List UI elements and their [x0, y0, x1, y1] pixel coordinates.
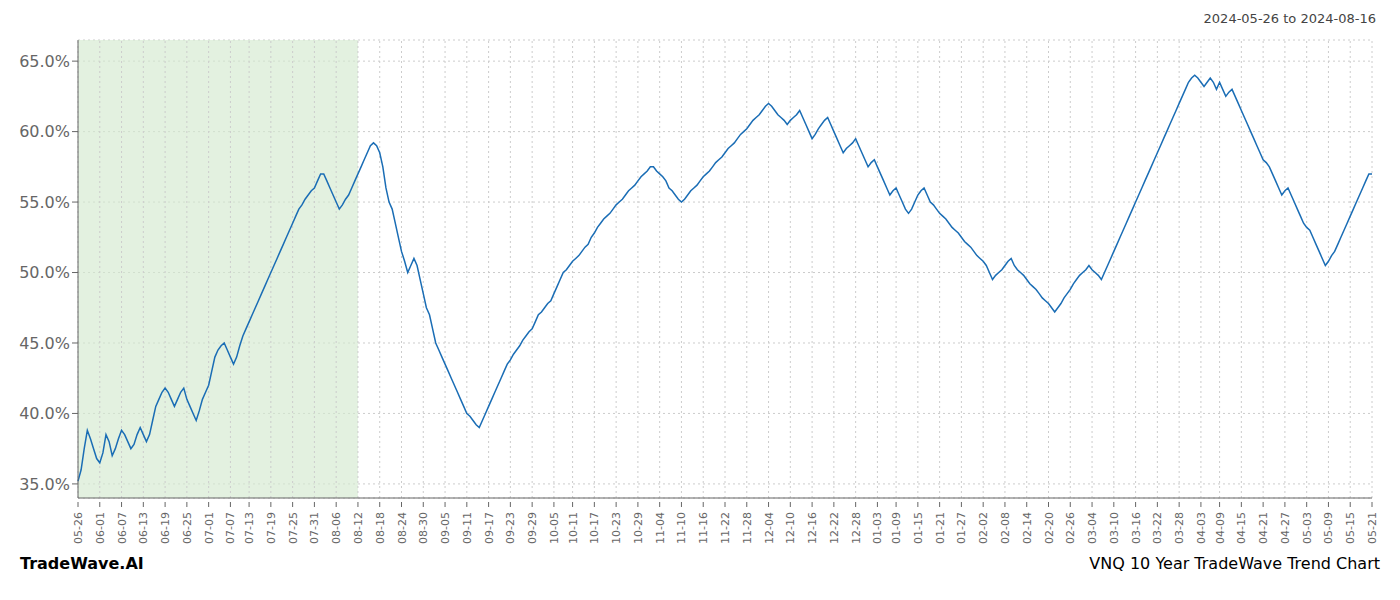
svg-text:60.0%: 60.0%: [19, 122, 70, 141]
svg-text:02-20: 02-20: [1043, 512, 1056, 544]
svg-text:09-05: 09-05: [439, 512, 452, 544]
svg-text:11-28: 11-28: [741, 512, 754, 544]
svg-text:01-21: 01-21: [934, 512, 947, 544]
svg-text:50.0%: 50.0%: [19, 263, 70, 282]
svg-text:09-23: 09-23: [504, 512, 517, 544]
svg-text:07-31: 07-31: [308, 512, 321, 544]
svg-text:12-10: 12-10: [784, 512, 797, 544]
svg-text:02-14: 02-14: [1021, 512, 1034, 544]
html-text:2024-05-26 to 2024-08-16: 2024-05-26 to 2024-08-16: [1203, 11, 1376, 26]
svg-text:07-19: 07-19: [265, 512, 278, 544]
svg-text:04-21: 04-21: [1257, 512, 1270, 544]
svg-text:40.0%: 40.0%: [19, 404, 70, 423]
svg-text:03-04: 03-04: [1086, 512, 1099, 544]
html-text:VNQ 10 Year TradeWave Trend Ch: VNQ 10 Year TradeWave Trend Chart: [1089, 554, 1380, 573]
svg-text:65.0%: 65.0%: [19, 52, 70, 71]
svg-text:02-26: 02-26: [1064, 512, 1077, 544]
svg-text:12-22: 12-22: [828, 512, 841, 544]
svg-text:01-15: 01-15: [912, 512, 925, 544]
svg-text:11-22: 11-22: [719, 512, 732, 544]
svg-text:03-22: 03-22: [1151, 512, 1164, 544]
svg-text:05-21: 05-21: [1366, 512, 1379, 544]
svg-text:09-11: 09-11: [461, 512, 474, 544]
svg-text:03-28: 03-28: [1173, 512, 1186, 544]
svg-text:01-27: 01-27: [955, 512, 968, 544]
svg-text:05-03: 05-03: [1301, 512, 1314, 544]
svg-text:01-09: 01-09: [890, 512, 903, 544]
svg-text:08-06: 08-06: [330, 512, 343, 544]
svg-text:04-09: 04-09: [1214, 512, 1227, 544]
svg-text:06-01: 06-01: [94, 512, 107, 544]
svg-text:05-26: 05-26: [72, 512, 85, 544]
svg-text:07-13: 07-13: [243, 512, 256, 544]
svg-text:55.0%: 55.0%: [19, 193, 70, 212]
svg-text:10-17: 10-17: [588, 512, 601, 544]
svg-text:09-17: 09-17: [483, 512, 496, 544]
svg-text:08-18: 08-18: [374, 512, 387, 544]
svg-text:02-08: 02-08: [999, 512, 1012, 544]
svg-text:03-16: 03-16: [1130, 512, 1143, 544]
html-text:TradeWave.AI: TradeWave.AI: [20, 554, 144, 573]
svg-text:04-27: 04-27: [1279, 512, 1292, 544]
svg-text:05-15: 05-15: [1344, 512, 1357, 544]
svg-text:10-05: 10-05: [548, 512, 561, 544]
svg-text:04-03: 04-03: [1195, 512, 1208, 544]
svg-text:06-07: 06-07: [116, 512, 129, 544]
svg-text:12-16: 12-16: [806, 512, 819, 544]
svg-text:35.0%: 35.0%: [19, 475, 70, 494]
svg-text:11-10: 11-10: [675, 512, 688, 544]
svg-text:12-28: 12-28: [850, 512, 863, 544]
svg-text:06-13: 06-13: [137, 512, 150, 544]
svg-text:03-10: 03-10: [1108, 512, 1121, 544]
svg-text:07-25: 07-25: [287, 512, 300, 544]
svg-text:01-03: 01-03: [871, 512, 884, 544]
svg-text:08-30: 08-30: [417, 512, 430, 544]
svg-text:05-09: 05-09: [1322, 512, 1335, 544]
svg-text:06-19: 06-19: [159, 512, 172, 544]
svg-text:11-16: 11-16: [697, 512, 710, 544]
svg-text:12-04: 12-04: [763, 512, 776, 544]
svg-text:08-24: 08-24: [396, 512, 409, 544]
svg-text:45.0%: 45.0%: [19, 334, 70, 353]
svg-text:07-01: 07-01: [203, 512, 216, 544]
svg-text:11-04: 11-04: [654, 512, 667, 544]
svg-text:09-29: 09-29: [526, 512, 539, 544]
svg-text:02-02: 02-02: [977, 512, 990, 544]
svg-text:10-23: 10-23: [610, 512, 623, 544]
svg-text:06-25: 06-25: [181, 512, 194, 544]
svg-text:08-12: 08-12: [352, 512, 365, 544]
svg-text:10-29: 10-29: [632, 512, 645, 544]
svg-text:10-11: 10-11: [567, 512, 580, 544]
svg-text:07-07: 07-07: [224, 512, 237, 544]
svg-text:04-15: 04-15: [1235, 512, 1248, 544]
